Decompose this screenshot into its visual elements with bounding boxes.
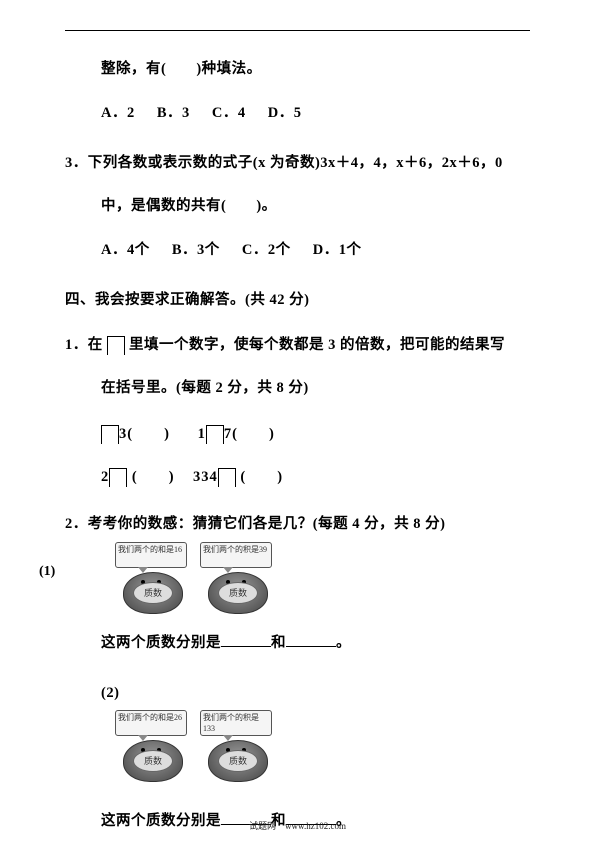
choice-b: B．3 <box>157 105 190 121</box>
choice-a: A．4个 <box>101 242 150 258</box>
row2a: 2 <box>101 469 109 485</box>
row2d: ( ) <box>240 469 283 485</box>
s4q2-sub1-images: (1) 我们两个的和是16 质数 我们两个的积是39 质数 <box>65 542 530 614</box>
choice-d: D．1个 <box>313 242 362 258</box>
row1b: 1 <box>198 426 206 442</box>
answer-text-b: 和 <box>271 635 286 651</box>
s4q1-text1a: 在 <box>88 337 103 353</box>
blank-underline <box>286 632 336 647</box>
q3-choices: A．4个 B．3个 C．2个 D．1个 <box>65 240 530 262</box>
mole-figure: 我们两个的和是16 质数 <box>115 542 190 614</box>
row2c: 334 <box>193 469 218 485</box>
q3-number: 3． <box>65 155 88 171</box>
row1a: 3( ) <box>119 426 170 442</box>
mole-figure: 我们两个的和是26 质数 <box>115 710 190 782</box>
speech-bubble: 我们两个的和是26 <box>115 710 187 736</box>
s4q1-number: 1． <box>65 337 88 353</box>
sub1-label: (1) <box>39 564 55 580</box>
s4q2-sub2-images: 我们两个的和是26 质数 我们两个的积是133 质数 <box>65 710 530 782</box>
blank-box-icon <box>218 468 236 487</box>
q2-choices: A．2 B．3 C．4 D．5 <box>65 103 530 125</box>
s4q2-answer1: 这两个质数分别是 和 。 <box>65 632 530 655</box>
choice-c: C．4 <box>212 105 246 121</box>
answer-text-a: 这两个质数分别是 <box>101 635 221 651</box>
mole-figure: 我们两个的积是133 质数 <box>200 710 275 782</box>
blank-box-icon <box>101 425 119 444</box>
blank-underline <box>221 632 271 647</box>
choice-a: A．2 <box>101 105 135 121</box>
page-footer: 试题网 www.hz102.com <box>0 819 595 832</box>
blank-box-icon <box>109 468 127 487</box>
s4q2-line: 2．考考你的数感：猜猜它们各是几？(每题 4 分，共 8 分) <box>65 514 530 536</box>
speech-bubble: 我们两个的和是16 <box>115 542 187 568</box>
mole-face-label: 质数 <box>133 582 173 604</box>
q3-line1: 3．下列各数或表示数的式子(x 为奇数)3x＋4，4，x＋6，2x＋6，0 <box>65 153 530 175</box>
blank-box-icon <box>107 336 125 355</box>
answer-text-c: 。 <box>336 635 351 651</box>
row2b: ( ) <box>132 469 175 485</box>
choice-d: D．5 <box>268 105 302 121</box>
q2-continuation: 整除，有( )种填法。 <box>65 59 530 81</box>
page-content: 整除，有( )种填法。 A．2 B．3 C．4 D．5 3．下列各数或表示数的式… <box>0 0 595 853</box>
mole-figure: 我们两个的积是39 质数 <box>200 542 275 614</box>
choice-c: C．2个 <box>242 242 291 258</box>
choice-b: B．3个 <box>172 242 220 258</box>
q3-text1: 下列各数或表示数的式子(x 为奇数)3x＋4，4，x＋6，2x＋6，0 <box>88 155 503 171</box>
section4-heading: 四、我会按要求正确解答。(共 42 分) <box>65 290 530 312</box>
sub2-label: (2) <box>65 683 530 705</box>
blank-box-icon <box>206 425 224 444</box>
s4q1-line2: 在括号里。(每题 2 分，共 8 分) <box>65 378 530 400</box>
top-rule <box>65 30 530 31</box>
speech-bubble: 我们两个的积是133 <box>200 710 272 736</box>
s4q1-text1b: 里填一个数字，使每个数都是 3 的倍数，把可能的结果写 <box>129 337 505 353</box>
row1c: 7( ) <box>224 426 275 442</box>
s4q2-text: 考考你的数感：猜猜它们各是几？(每题 4 分，共 8 分) <box>88 516 446 532</box>
mole-face-label: 质数 <box>218 582 258 604</box>
speech-bubble: 我们两个的积是39 <box>200 542 272 568</box>
q3-line2: 中，是偶数的共有( )。 <box>65 196 530 218</box>
s4q1-row1: 3( ) 1 7( ) <box>65 422 530 443</box>
s4q1-line1: 1．在 里填一个数字，使每个数都是 3 的倍数，把可能的结果写 <box>65 334 530 357</box>
s4q2-number: 2． <box>65 516 88 532</box>
s4q1-row2: 2 ( ) 334 ( ) <box>65 465 530 486</box>
